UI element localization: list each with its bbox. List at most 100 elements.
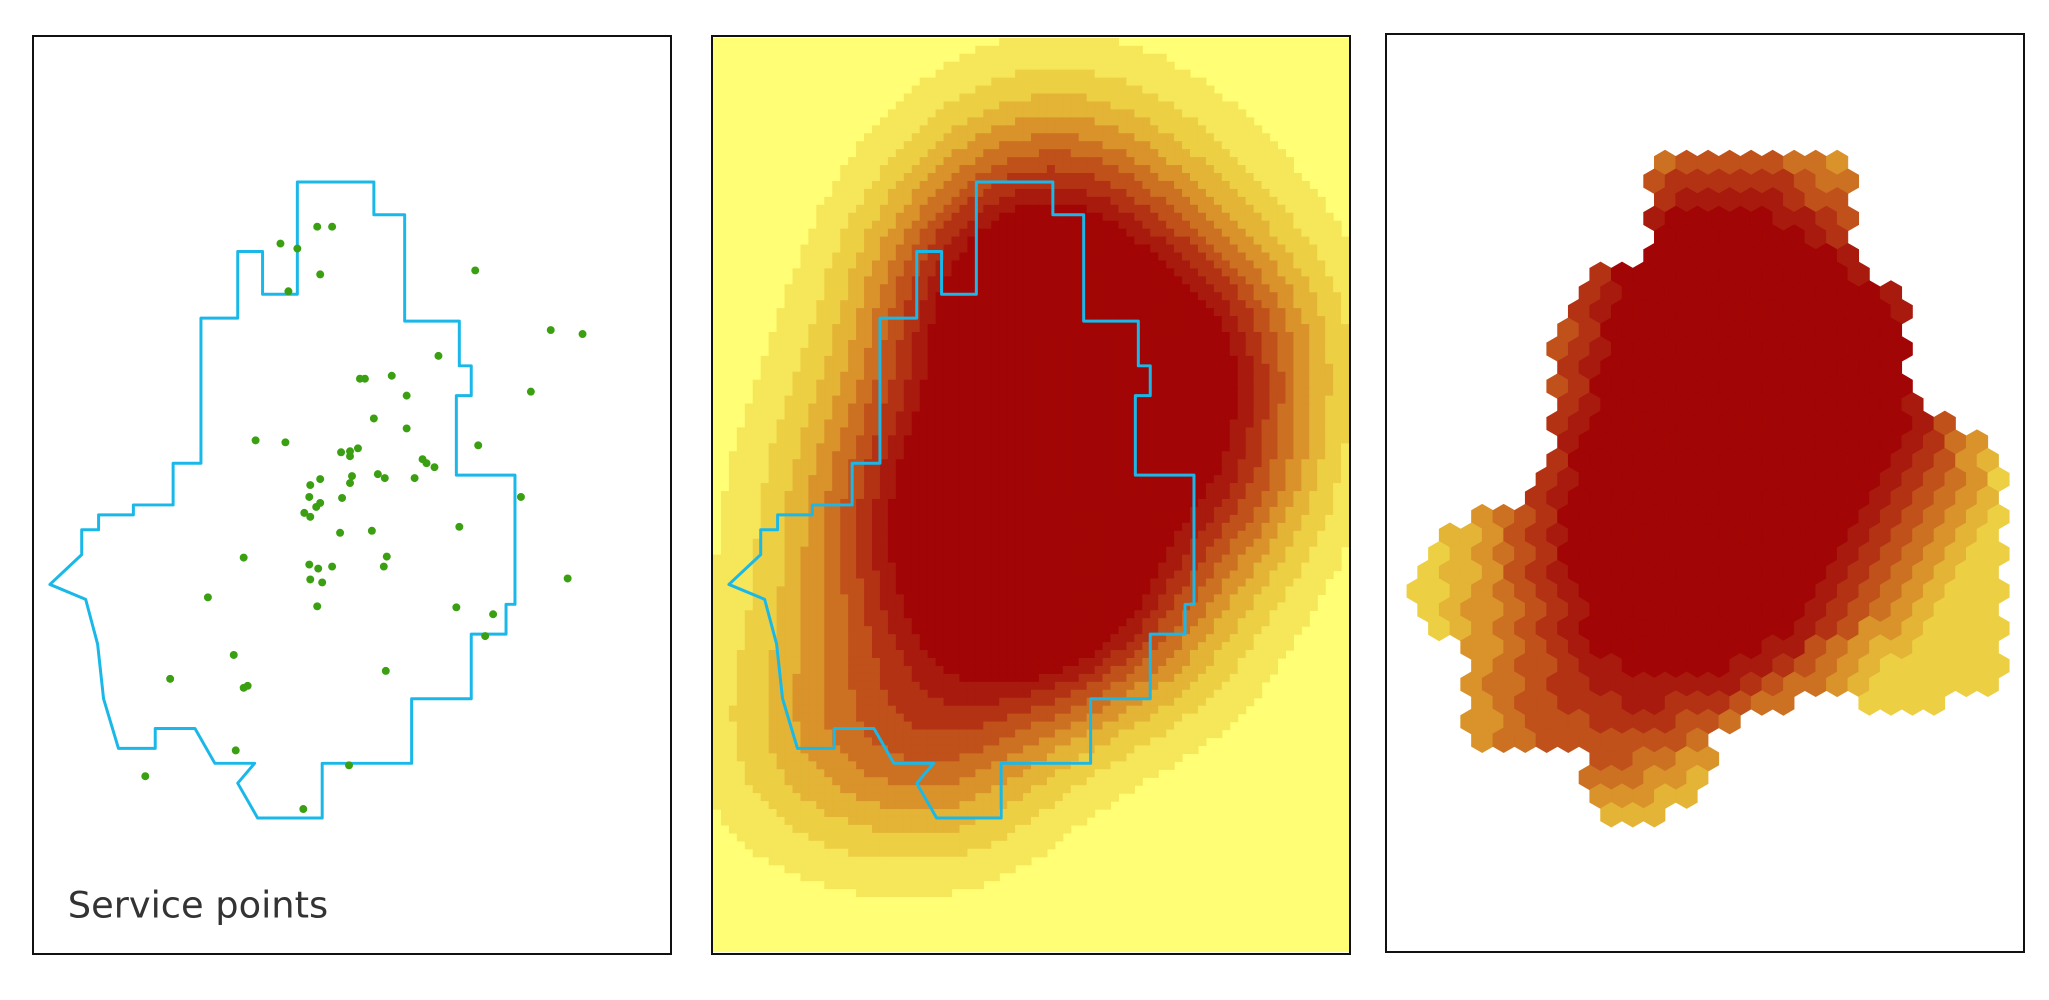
density-contour-cell [1213,530,1223,540]
density-contour-cell [1023,395,1032,405]
density-contour-cell [1317,451,1326,460]
density-contour-cell [1150,530,1159,540]
density-contour-cell [903,204,913,214]
density-contour-cell [1333,292,1342,301]
density-contour-cell [935,459,945,468]
density-contour-cell [1245,498,1255,508]
density-contour-cell [1094,554,1104,564]
density-contour-cell [1277,427,1286,436]
density-contour-cell [1102,180,1112,190]
density-contour-cell [895,467,905,476]
density-contour-cell [967,411,976,421]
density-contour-cell [1197,165,1207,174]
density-contour-cell [1150,371,1159,381]
density-contour-cell [991,316,1000,325]
density-contour-cell [1070,483,1080,492]
density-contour-cell [1301,212,1310,222]
density-contour-cell [1190,610,1199,619]
service-point-marker [471,266,480,275]
density-contour-cell [1094,37,1104,47]
density-contour-cell [903,435,913,444]
density-contour-cell [840,530,849,540]
density-contour-cell [943,292,953,301]
density-contour-cell [991,204,1000,214]
density-contour-cell [832,252,841,262]
density-contour-cell [1221,165,1231,174]
density-contour-cell [1046,69,1056,79]
density-contour-cell [1158,347,1167,357]
density-contour-cell [1333,347,1342,357]
density-contour-cell [1174,578,1183,588]
density-contour-cell [951,514,961,524]
density-contour-cell [1309,196,1318,206]
density-contour-cell [1046,363,1056,373]
density-contour-cell [1190,602,1199,611]
density-contour-cell [736,435,746,444]
density-contour-cell [1182,522,1191,532]
density-contour-cell [1229,109,1239,118]
density-contour-cell [959,411,968,421]
density-contour-cell [1150,308,1159,317]
density-contour-cell [951,467,961,476]
density-contour-cell [999,618,1008,627]
density-contour-cell [1197,435,1207,444]
density-contour-cell [736,626,746,635]
density-contour-cell [1150,141,1159,150]
density-contour-cell [832,395,841,405]
density-contour-cell [1277,435,1286,444]
density-contour-cell [800,371,809,381]
density-contour-cell [1015,459,1024,468]
density-contour-cell [927,443,937,452]
density-contour-cell [887,188,897,198]
density-contour-cell [1086,618,1096,627]
density-contour-cell [999,554,1008,564]
density-contour-cell [1142,570,1151,580]
density-contour-cell [943,578,953,588]
density-contour-cell [816,332,825,341]
density-contour-cell [792,403,802,413]
density-contour-cell [1309,570,1318,580]
density-contour-cell [1205,339,1215,349]
density-contour-cell [1134,379,1143,389]
density-contour-cell [848,514,857,524]
density-contour-cell [872,165,881,174]
density-contour-cell [1078,180,1088,190]
density-contour-cell [943,173,953,182]
density-contour-cell [1102,324,1112,333]
density-contour-cell [887,300,897,309]
density-contour-cell [903,324,913,333]
density-contour-cell [840,355,849,365]
density-contour-cell [848,602,857,611]
density-contour-cell [911,332,921,341]
density-contour-cell [919,292,929,301]
density-contour-cell [879,467,889,476]
density-contour-cell [1062,212,1072,222]
density-contour-cell [1118,443,1127,452]
density-contour-cell [927,538,937,548]
density-contour-cell [1102,371,1112,381]
density-contour-cell [935,85,945,95]
density-contour-cell [1134,594,1143,603]
density-contour-cell [991,332,1000,341]
density-contour-cell [943,332,953,341]
density-contour-cell [1142,467,1151,476]
density-contour-cell [872,157,881,166]
density-contour-cell [927,491,937,500]
density-contour-cell [808,260,817,270]
density-contour-cell [1023,252,1032,262]
density-contour-cell [1158,220,1167,230]
density-contour-cell [943,371,953,381]
density-contour-cell [784,467,794,476]
density-contour-cell [1086,347,1096,357]
density-contour-cell [1309,355,1318,365]
density-contour-cell [1094,101,1104,111]
density-contour-cell [887,514,897,524]
density-contour-cell [1142,610,1151,619]
density-contour-cell [1054,196,1064,206]
density-contour-cell [1213,610,1223,619]
density-contour-cell [1070,308,1080,317]
density-contour-cell [911,554,921,564]
density-contour-cell [1110,443,1120,452]
density-contour-cell [1150,506,1159,516]
density-contour-cell [1062,618,1072,627]
